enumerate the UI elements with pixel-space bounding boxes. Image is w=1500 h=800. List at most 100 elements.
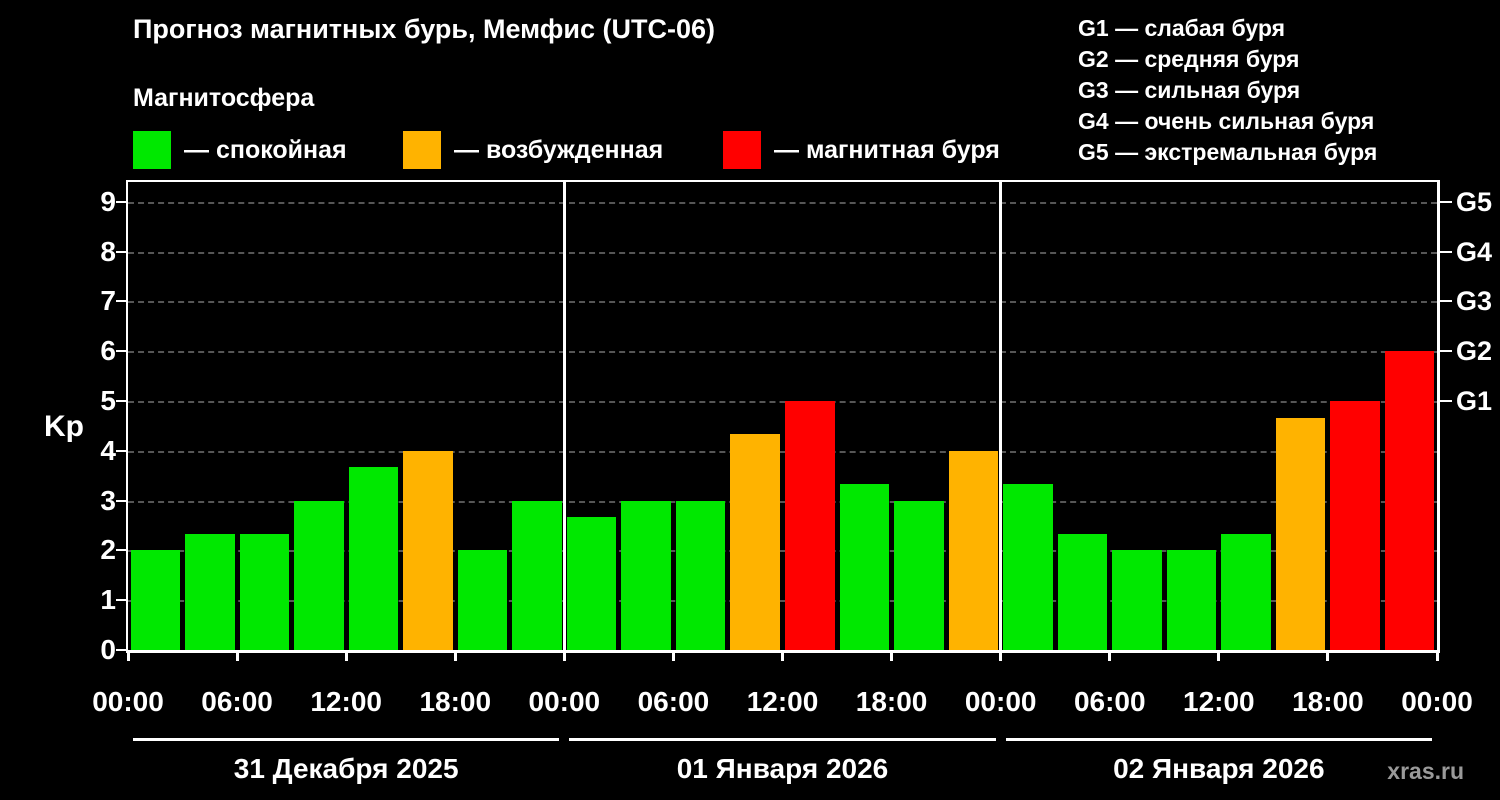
y-tick-mark: [116, 300, 128, 303]
gridline-kp-4: [128, 450, 1437, 453]
x-tick-mark: [562, 653, 566, 661]
legend-item-quiet: — спокойная: [133, 130, 347, 170]
x-tick-mark: [1326, 653, 1330, 661]
g-scale-legend: G1 — слабая буря G2 — средняя буря G3 — си…: [1078, 13, 1377, 168]
kp-bar: [730, 434, 780, 650]
x-tick-label: 12:00: [310, 686, 382, 717]
gridline-kp-8: [128, 251, 1437, 254]
storm-color-swatch: [723, 131, 761, 169]
gridline-kp-6: [128, 351, 1437, 354]
x-tick-mark: [1435, 653, 1439, 661]
x-axis-labels: 00:00 06:00 12:00 18:00 00:00 06:00 12:00 18:00…: [92, 686, 1473, 720]
kp-bar: [894, 500, 944, 650]
kp-bar: [130, 550, 181, 650]
kp-bar: [512, 500, 562, 650]
axis-right: [1437, 180, 1440, 653]
x-tick-mark: [890, 653, 894, 661]
legend-label-excited: — возбужденная: [454, 135, 664, 164]
g-axis-label-g4: G4: [1456, 236, 1493, 267]
y-tick-mark: [116, 200, 128, 203]
day-separator: [999, 182, 1003, 650]
kp-bar: [1221, 534, 1271, 650]
y-tick-mark: [116, 400, 128, 403]
legend-item-excited: — возбужденная: [403, 130, 663, 170]
g-legend-line-g2: G2 — средняя буря: [1078, 46, 1300, 72]
x-tick-label: 18:00: [1292, 686, 1364, 717]
x-tick-label: 00:00: [1401, 686, 1473, 717]
axis-left: [126, 180, 128, 653]
gridline-kp-2: [128, 550, 1437, 553]
excited-color-swatch: [403, 131, 441, 169]
x-tick-mark: [1108, 653, 1112, 661]
gridline-kp-5: [128, 401, 1437, 404]
x-tick-label: 00:00: [528, 686, 601, 717]
legend-label-storm: — магнитная буря: [774, 135, 1000, 164]
g-tick-mark: [1440, 200, 1452, 203]
date-bracket: [569, 738, 996, 741]
activity-legend: — спокойная — возбужденная — магнитная бур…: [133, 130, 1233, 170]
watermark: xras.ru: [1387, 758, 1464, 784]
g-legend-line-g3: G3 — сильная буря: [1078, 77, 1301, 103]
x-tick-mark: [235, 653, 239, 661]
x-tick-mark: [344, 653, 348, 661]
legend-label-quiet: — спокойная: [184, 135, 347, 164]
y-tick-label: 2: [100, 534, 116, 566]
kp-bar: [294, 500, 344, 650]
kp-bar: [948, 450, 999, 650]
x-tick-label: 18:00: [855, 686, 928, 717]
kp-bar: [675, 500, 726, 650]
y-tick-label: 3: [100, 484, 116, 516]
date-bracket: [133, 738, 560, 741]
gridline-kp-9: [128, 201, 1437, 204]
y-tick-mark: [116, 649, 128, 651]
kp-bar: [1275, 417, 1326, 650]
kp-bar: [403, 450, 453, 650]
y-tick-label: 8: [100, 235, 116, 267]
date-bracket: [1005, 738, 1432, 741]
legend-item-storm: — магнитная буря: [723, 130, 1000, 170]
kp-bar: [457, 550, 508, 650]
y-axis-title: Kp: [44, 410, 84, 443]
g-axis-label-g5: G5: [1456, 186, 1493, 217]
y-tick-label: 6: [100, 335, 116, 367]
x-tick-mark: [999, 653, 1003, 661]
axis-top: [126, 180, 1440, 182]
magnetosphere-label: Магнитосфера: [133, 84, 315, 112]
kp-bar: [839, 484, 890, 650]
kp-bar: [1003, 484, 1053, 650]
x-tick-mark: [671, 653, 675, 661]
y-tick-label: 0: [100, 634, 116, 665]
x-tick-label: 12:00: [1183, 686, 1255, 717]
kp-bar: [566, 517, 617, 650]
g-tick-mark: [1440, 400, 1452, 403]
y-tick-mark: [116, 549, 128, 552]
x-tick-mark: [453, 653, 457, 661]
kp-bar: [348, 467, 399, 650]
kp-bar: [621, 500, 671, 650]
g-legend-line-g4: G4 — очень сильная буря: [1078, 108, 1375, 134]
date-label: 31 Декабря 2025: [233, 753, 459, 784]
y-tick-mark: [116, 499, 128, 502]
g-legend-line-g5: G5 — экстремальная буря: [1078, 139, 1378, 165]
x-tick-label: 00:00: [92, 686, 164, 717]
x-tick-label: 12:00: [746, 686, 819, 717]
kp-bar: [785, 401, 835, 650]
kp-bar: [1166, 550, 1217, 650]
g-tick-mark: [1440, 250, 1452, 253]
kp-bar: [1057, 534, 1108, 650]
y-tick-mark: [116, 599, 128, 602]
y-tick-mark: [116, 250, 128, 253]
x-tick-label: 06:00: [637, 686, 710, 717]
date-label: 02 Января 2026: [1113, 753, 1325, 784]
chart-title: Прогноз магнитных бурь, Мемфис (UTC-06): [133, 14, 715, 44]
g-tick-mark: [1440, 350, 1452, 353]
chart-plot-area: [128, 182, 1437, 650]
x-tick-label: 18:00: [419, 686, 492, 717]
g-legend-line-g1: G1 — слабая буря: [1078, 15, 1286, 41]
gridline-kp-1: [128, 600, 1437, 603]
x-tick-mark: [126, 653, 130, 661]
g-axis-label-g1: G1: [1456, 386, 1493, 417]
y-tick-label: 4: [100, 434, 116, 466]
